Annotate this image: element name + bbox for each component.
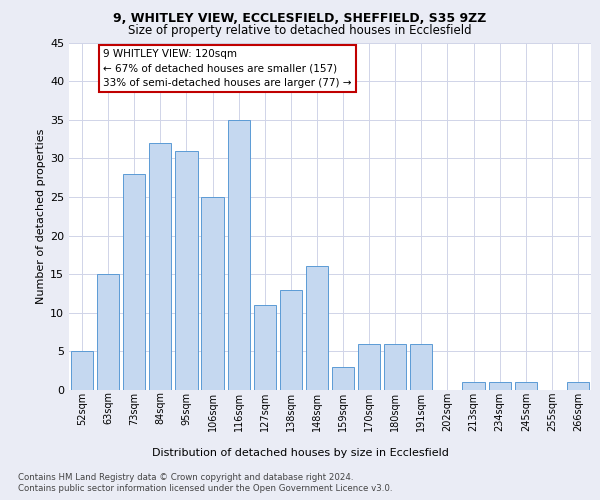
Bar [515, 382, 537, 390]
Text: 9 WHITLEY VIEW: 120sqm
← 67% of detached houses are smaller (157)
33% of semi-de: 9 WHITLEY VIEW: 120sqm ← 67% of detached… [103, 48, 352, 88]
Bar [410, 344, 433, 390]
Text: 9, WHITLEY VIEW, ECCLESFIELD, SHEFFIELD, S35 9ZZ: 9, WHITLEY VIEW, ECCLESFIELD, SHEFFIELD,… [113, 12, 487, 26]
Bar [149, 143, 172, 390]
Bar [306, 266, 328, 390]
Bar [254, 305, 276, 390]
Bar [567, 382, 589, 390]
Bar [358, 344, 380, 390]
Bar [97, 274, 119, 390]
Text: Contains public sector information licensed under the Open Government Licence v3: Contains public sector information licen… [18, 484, 392, 493]
Bar [332, 367, 354, 390]
Bar [227, 120, 250, 390]
Bar [123, 174, 145, 390]
Text: Size of property relative to detached houses in Ecclesfield: Size of property relative to detached ho… [128, 24, 472, 37]
Bar [384, 344, 406, 390]
Bar [175, 150, 197, 390]
Bar [463, 382, 485, 390]
Text: Contains HM Land Registry data © Crown copyright and database right 2024.: Contains HM Land Registry data © Crown c… [18, 472, 353, 482]
Bar [71, 352, 93, 390]
Text: Distribution of detached houses by size in Ecclesfield: Distribution of detached houses by size … [152, 448, 448, 458]
Bar [202, 197, 224, 390]
Bar [488, 382, 511, 390]
Y-axis label: Number of detached properties: Number of detached properties [36, 128, 46, 304]
Bar [280, 290, 302, 390]
